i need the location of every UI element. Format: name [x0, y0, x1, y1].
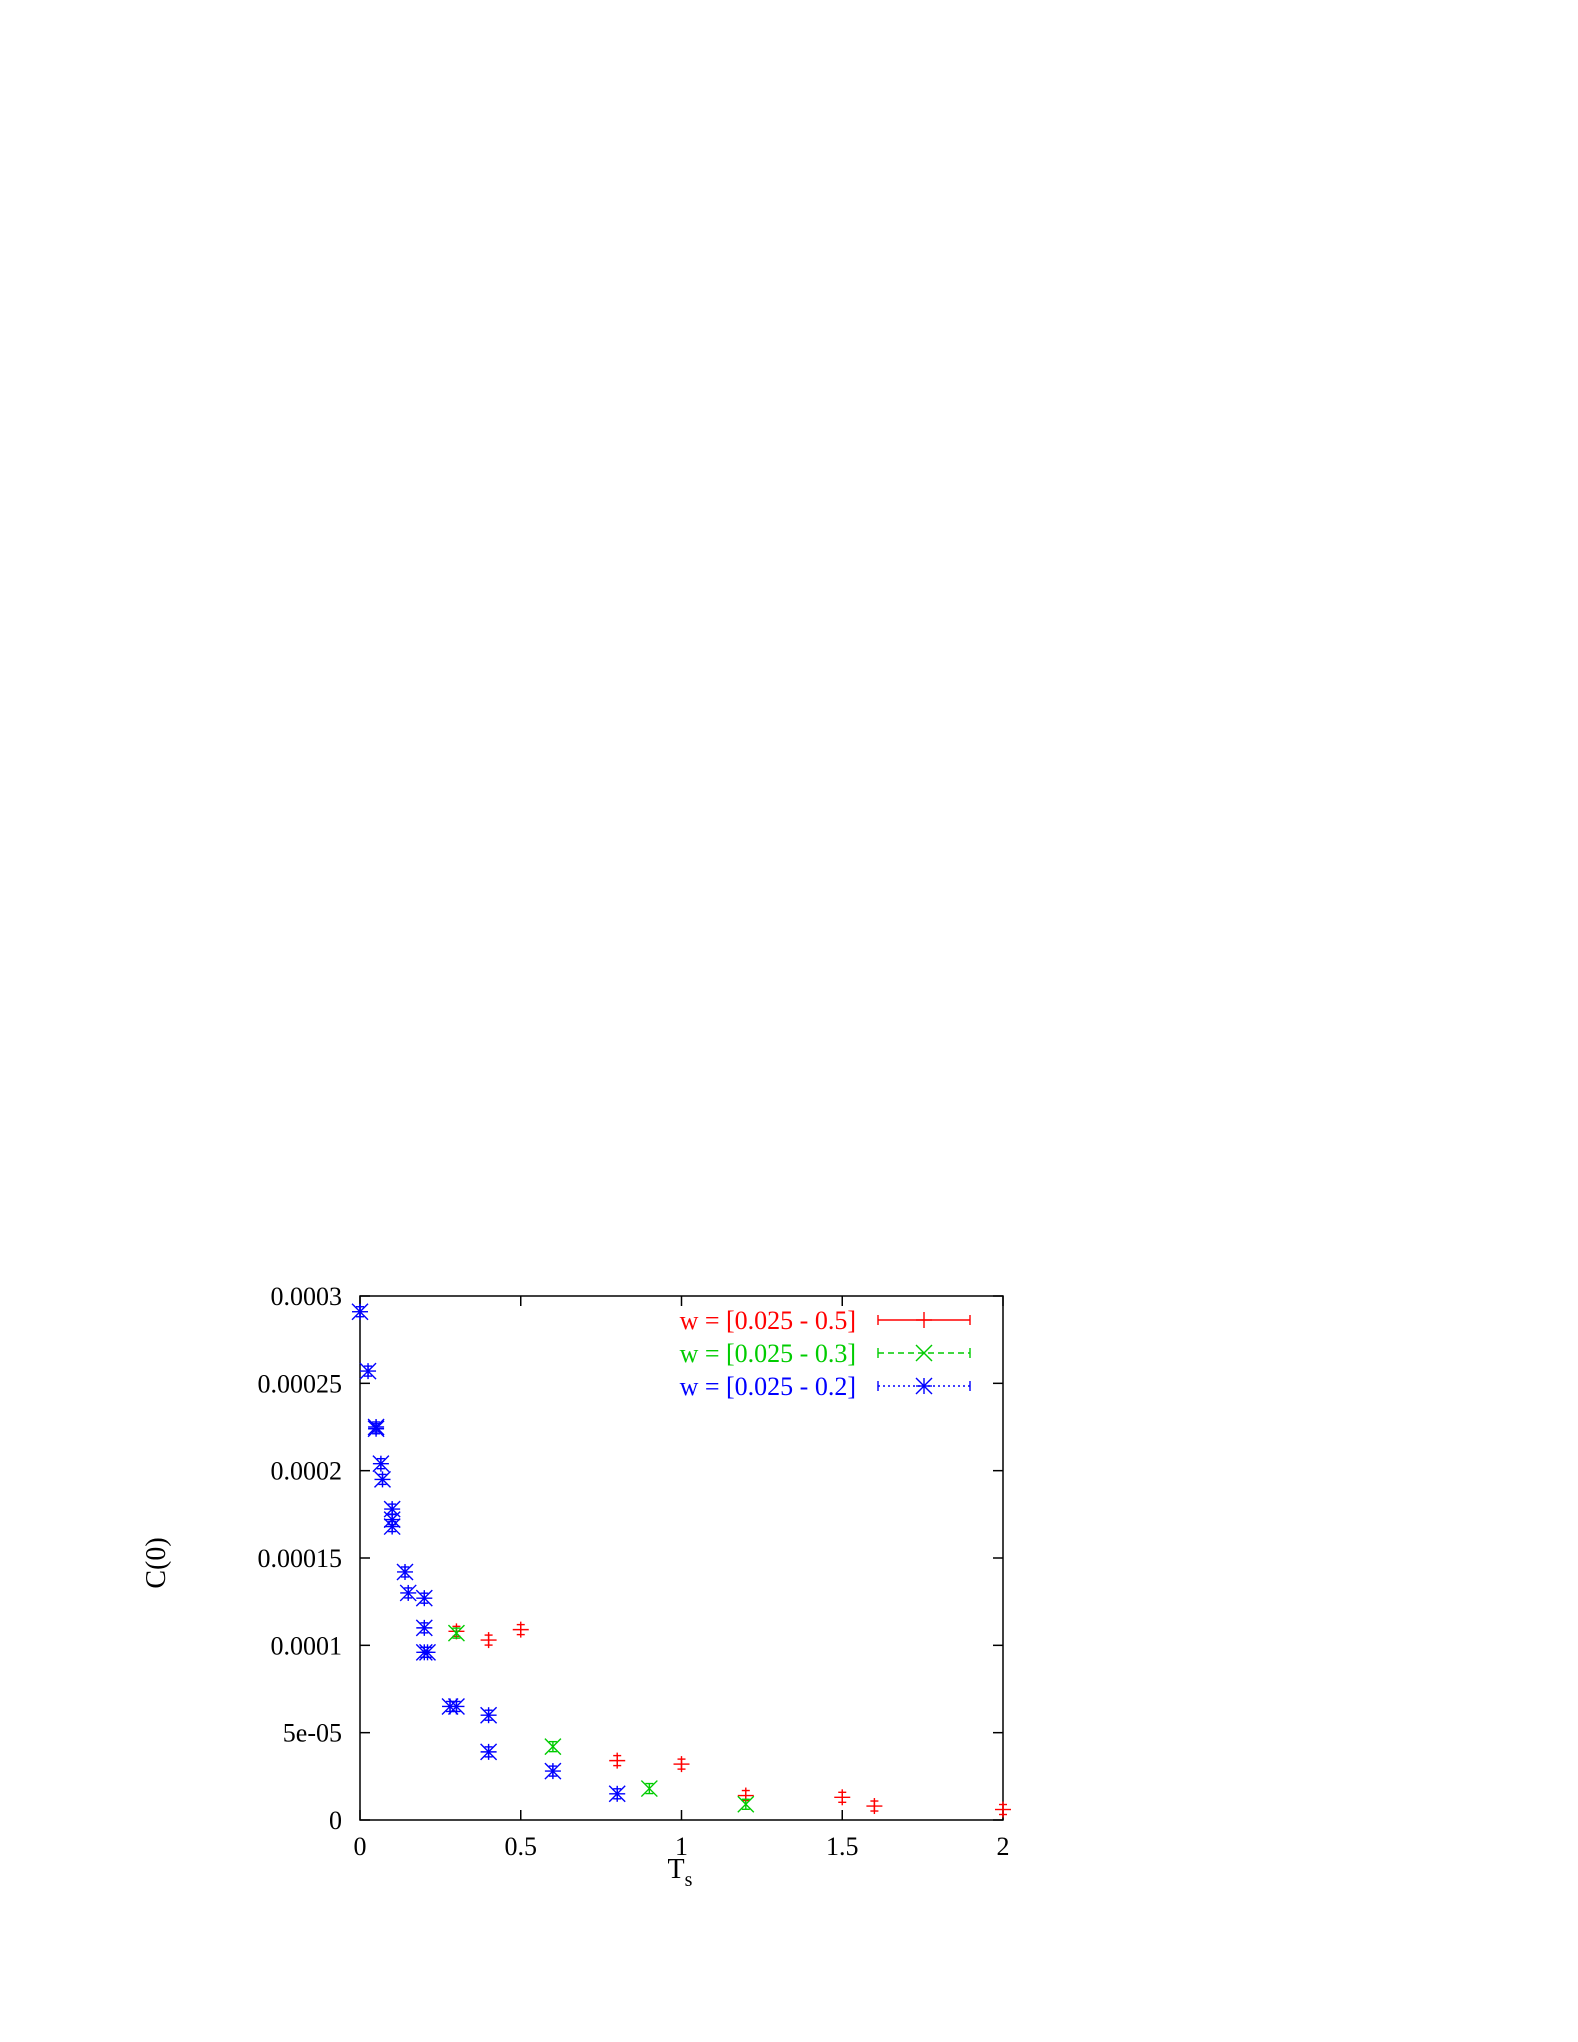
data-point [351, 1303, 369, 1321]
data-point [640, 1780, 658, 1798]
y-tick-label: 5e-05 [283, 1719, 342, 1748]
x-tick-label: 2 [997, 1832, 1010, 1861]
legend-label: w = [0.025 - 0.5] [680, 1306, 856, 1335]
data-point [608, 1785, 626, 1803]
series-2 [447, 1624, 755, 1813]
data-point [480, 1632, 497, 1649]
legend-label: w = [0.025 - 0.2] [680, 1372, 856, 1401]
x-axis-title-main: T [668, 1854, 685, 1885]
data-point [396, 1563, 414, 1581]
legend-marker [916, 1312, 932, 1328]
x-tick-label: 1.5 [826, 1832, 859, 1861]
data-point [480, 1706, 498, 1724]
data-points [351, 1303, 1011, 1818]
y-tick-label: 0.00025 [258, 1369, 343, 1398]
y-tick-label: 0.0001 [271, 1631, 343, 1660]
legend-marker [915, 1344, 933, 1362]
data-point [480, 1743, 498, 1761]
data-point [834, 1789, 851, 1806]
x-tick-label: 1 [675, 1832, 688, 1861]
data-point [359, 1362, 377, 1380]
x-axis-title: Ts [668, 1854, 693, 1891]
legend-label: w = [0.025 - 0.3] [680, 1339, 856, 1368]
data-point [609, 1752, 626, 1769]
data-point [367, 1420, 385, 1438]
data-point [415, 1589, 433, 1607]
data-point [372, 1455, 390, 1473]
data-point [512, 1621, 529, 1638]
y-axis-title: C(0) [141, 1537, 172, 1588]
y-tick-label: 0.0003 [271, 1282, 343, 1311]
y-tick-label: 0 [329, 1806, 342, 1835]
data-point [399, 1584, 417, 1602]
x-tick-label: 0.5 [505, 1832, 538, 1861]
legend-marker [915, 1377, 933, 1395]
data-point [383, 1518, 401, 1536]
data-point [374, 1470, 391, 1488]
data-point [447, 1697, 465, 1715]
x-tick-label: 0 [354, 1832, 367, 1861]
data-point [544, 1738, 562, 1756]
data-point [866, 1798, 883, 1815]
x-axis-title-subscript: s [685, 1869, 693, 1891]
series-1 [448, 1621, 1011, 1818]
data-point [995, 1801, 1011, 1818]
y-tick-label: 0.00015 [258, 1544, 343, 1573]
x-axis: 0 0.5 1 1.5 2 [354, 1296, 1010, 1861]
data-point [419, 1643, 437, 1661]
y-tick-label: 0.0002 [271, 1457, 343, 1486]
data-point [447, 1624, 465, 1642]
data-point [673, 1756, 690, 1773]
series-3 [351, 1303, 626, 1803]
data-point [544, 1762, 562, 1780]
y-axis: 0 5e-05 0.0001 0.00015 0.0002 0.00025 0.0003 [258, 1282, 1003, 1835]
data-point [737, 1795, 755, 1813]
data-point [415, 1619, 433, 1637]
legend: w = [0.025 - 0.5] w = [0.025 - 0.3] w = [0… [680, 1306, 971, 1401]
